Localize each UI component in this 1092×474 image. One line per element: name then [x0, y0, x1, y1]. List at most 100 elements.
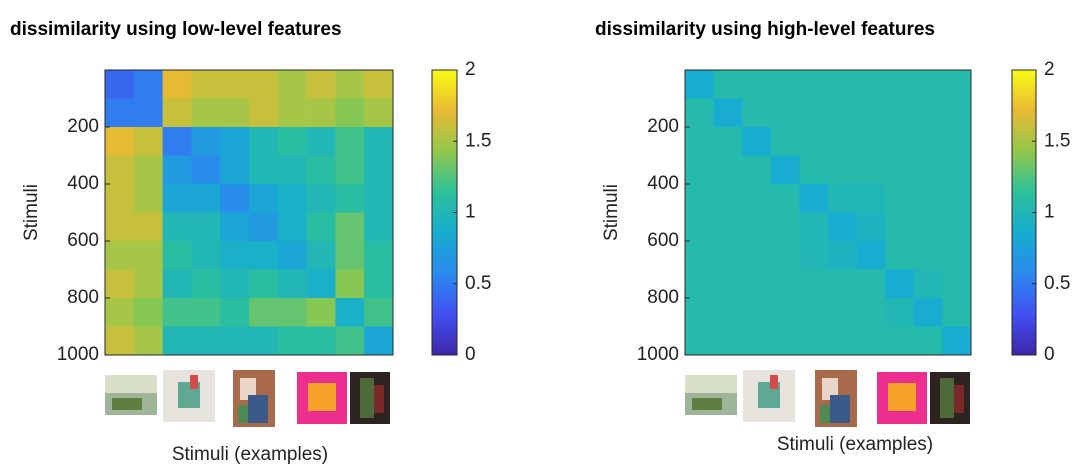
- y-axis-label: Stimuli: [21, 184, 42, 241]
- heatmap-cell: [163, 213, 192, 242]
- heatmap-cell: [220, 213, 249, 242]
- heatmap-cell: [105, 127, 134, 156]
- heatmap-cell: [335, 99, 364, 128]
- heatmap-cell: [914, 270, 943, 299]
- heatmap-cell: [249, 298, 278, 327]
- heatmap-cell: [163, 270, 192, 299]
- heatmap-cell: [249, 270, 278, 299]
- heatmap-cell: [220, 241, 249, 270]
- heatmap-cell: [335, 70, 364, 99]
- colorbar-tick-label: 1.5: [465, 130, 491, 151]
- heatmap-cell: [278, 241, 307, 270]
- heatmap-cell: [828, 213, 857, 242]
- heatmap-cell: [249, 184, 278, 213]
- heatmap-cell: [828, 127, 857, 156]
- heatmap-cell: [364, 127, 393, 156]
- heatmap-cell: [828, 327, 857, 356]
- heatmap-cell: [105, 298, 134, 327]
- heatmap-cell: [364, 156, 393, 185]
- heatmap-cell: [191, 241, 220, 270]
- heatmap-cell: [191, 184, 220, 213]
- heatmap-cell: [249, 241, 278, 270]
- heatmap-cell: [771, 127, 800, 156]
- heatmap-cell: [714, 298, 743, 327]
- heatmap-cell: [942, 127, 971, 156]
- heatmap-cell: [220, 99, 249, 128]
- heatmap-cell: [942, 327, 971, 356]
- heatmap-cell: [799, 298, 828, 327]
- heatmap-cell: [885, 156, 914, 185]
- heatmap-cell: [134, 270, 163, 299]
- heatmap-cell: [278, 327, 307, 356]
- heatmap-cell: [942, 184, 971, 213]
- heatmap-cell: [771, 298, 800, 327]
- y-tick-label: 1000: [637, 344, 679, 365]
- colorbar-tick-label: 0.5: [1044, 273, 1070, 294]
- heatmap-cell: [134, 327, 163, 356]
- heatmap-cell: [249, 99, 278, 128]
- heatmap-cell: [857, 156, 886, 185]
- heatmap-cell: [249, 127, 278, 156]
- heatmap-cell: [885, 327, 914, 356]
- heatmap-cell: [134, 298, 163, 327]
- heatmap-cell: [134, 127, 163, 156]
- heatmap-cell: [828, 156, 857, 185]
- heatmap-cell: [742, 213, 771, 242]
- heatmap-cell: [885, 213, 914, 242]
- heatmap-cell: [714, 70, 743, 99]
- heatmap-cell: [163, 156, 192, 185]
- heatmap-cell: [307, 70, 336, 99]
- heatmap-cell: [742, 99, 771, 128]
- y-axis-label: Stimuli: [601, 184, 622, 241]
- heatmap-cell: [914, 298, 943, 327]
- heatmap-cell: [220, 327, 249, 356]
- heatmap-cell: [771, 327, 800, 356]
- heatmap-cell: [771, 99, 800, 128]
- heatmap-cell: [828, 99, 857, 128]
- heatmap-cell: [364, 213, 393, 242]
- heatmap-cell: [885, 241, 914, 270]
- heatmap-cell: [714, 270, 743, 299]
- heatmap-cell: [828, 70, 857, 99]
- x-axis-label: Stimuli (examples): [172, 444, 328, 465]
- heatmap-cell: [220, 70, 249, 99]
- heatmap-cell: [857, 213, 886, 242]
- heatmap-cell: [914, 127, 943, 156]
- heatmap-cell: [307, 184, 336, 213]
- colorbar-tick-label: 1: [465, 202, 476, 223]
- heatmap-cell: [134, 213, 163, 242]
- heatmap-cell: [163, 127, 192, 156]
- heatmap-cell: [364, 270, 393, 299]
- y-tick-label: 400: [647, 173, 679, 194]
- colorbar-tick-label: 2: [465, 59, 476, 80]
- figure: dissimilarity using low-level features20…: [0, 0, 1092, 474]
- heatmap-cell: [914, 99, 943, 128]
- x-axis-label: Stimuli (examples): [777, 434, 933, 455]
- heatmap-cell: [885, 99, 914, 128]
- heatmap-cell: [857, 270, 886, 299]
- heatmap-cell: [364, 298, 393, 327]
- y-tick-label: 600: [647, 230, 679, 251]
- heatmap-cell: [714, 127, 743, 156]
- heatmap-cell: [220, 298, 249, 327]
- heatmap-cell: [914, 184, 943, 213]
- heatmap-cell: [885, 184, 914, 213]
- heatmap-cell: [191, 298, 220, 327]
- heatmap-cell: [307, 156, 336, 185]
- heatmap-cell: [799, 127, 828, 156]
- heatmap-cell: [278, 99, 307, 128]
- heatmap-cell: [799, 270, 828, 299]
- heatmap-cell: [163, 184, 192, 213]
- heatmap-cell: [799, 327, 828, 356]
- heatmap-cell: [885, 70, 914, 99]
- heatmap-cell: [742, 327, 771, 356]
- y-tick-label: 800: [647, 287, 679, 308]
- heatmap-cell: [942, 156, 971, 185]
- heatmap-cell: [771, 156, 800, 185]
- heatmap-cell: [220, 184, 249, 213]
- heatmap-cell: [828, 298, 857, 327]
- heatmap-cell: [914, 156, 943, 185]
- heatmap-cell: [685, 184, 714, 213]
- colorbar-tick-label: 0: [465, 344, 476, 365]
- heatmap-cell: [307, 327, 336, 356]
